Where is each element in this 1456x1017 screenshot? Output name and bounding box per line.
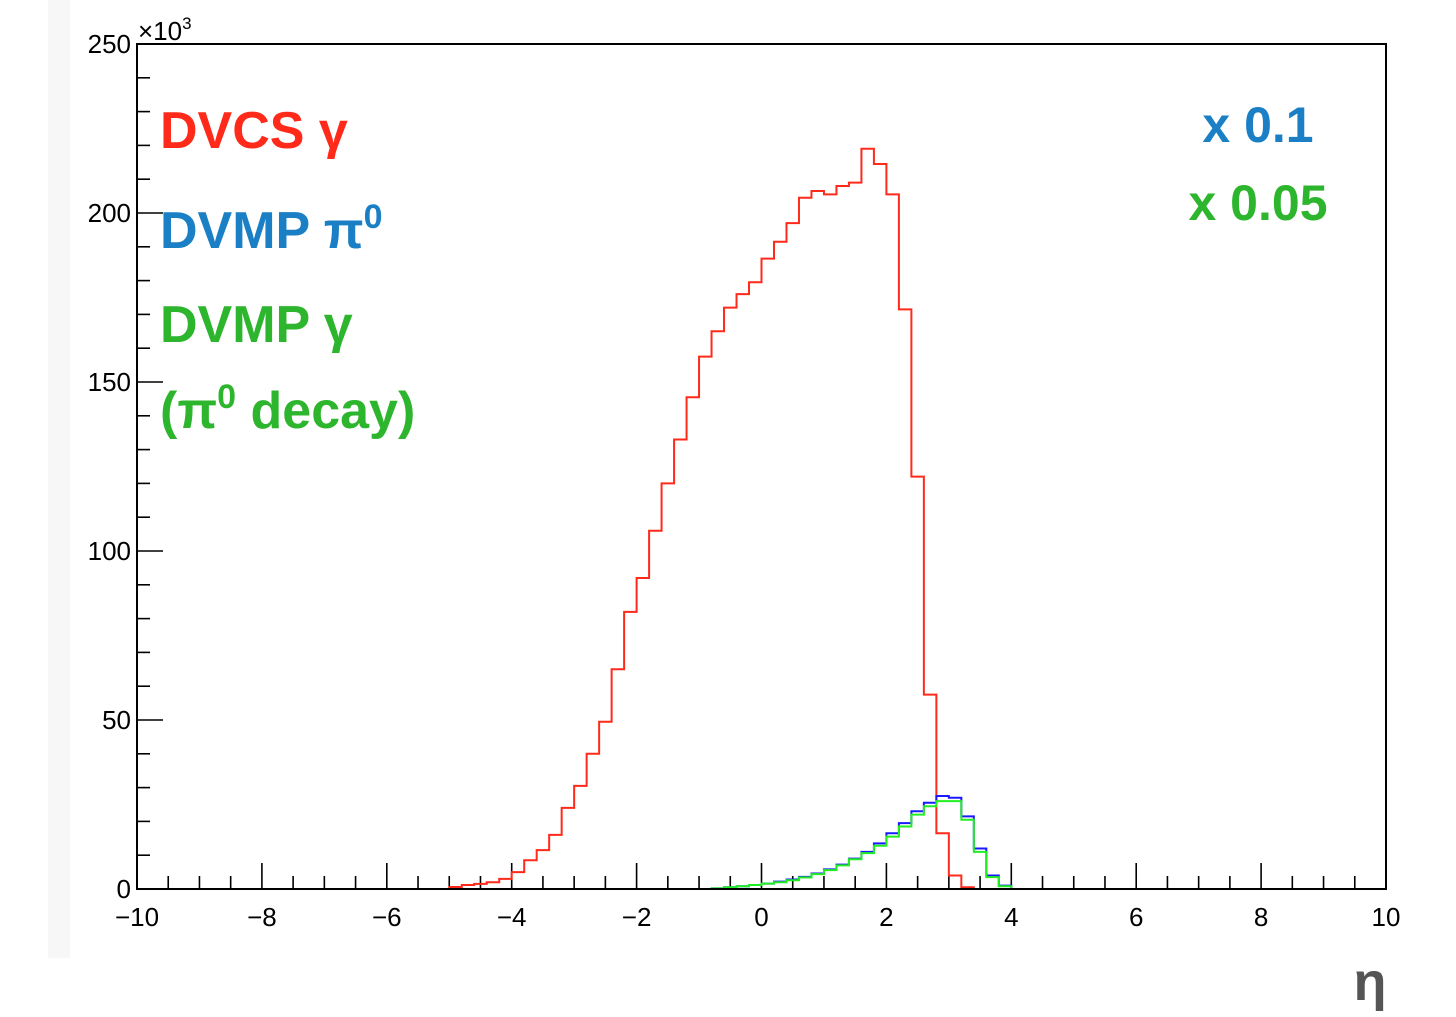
axes: 0 50 100 150 200 250 −10 −8 −6 −4 −2 0 2 4 6 8 10 [88,29,1401,932]
label-pi0-decay: (π0 decay) [160,378,415,440]
series-line [137,147,1386,890]
series-line [137,800,1386,890]
x-tick-label: −6 [372,902,402,932]
x-tick-label: −2 [622,902,652,932]
x-tick-label: 6 [1129,902,1143,932]
y-tick-label: 0 [117,874,131,904]
y-tick-label: 200 [88,198,131,228]
x-tick-label: 0 [754,902,768,932]
scale-label-pi0: x 0.1 [1202,97,1313,153]
x-tick-label: 8 [1254,902,1268,932]
x-tick-label: 2 [879,902,893,932]
label-dvmp-gamma: DVMP γ [160,296,353,354]
x-tick-label: −4 [497,902,527,932]
frame-left-shadow [48,0,70,958]
y-tick-label: 100 [88,536,131,566]
label-dvcs: DVCS γ [160,102,348,160]
label-dvmp-pi0: DVMP π0 [160,198,382,260]
x-tick-label: 4 [1004,902,1018,932]
scale-label-gamma: x 0.05 [1188,175,1327,231]
y-multiplier-label: ×103 [138,14,192,46]
y-tick-label: 150 [88,367,131,397]
y-tick-label: 250 [88,29,131,59]
x-tick-label: −10 [115,902,159,932]
x-tick-label: −8 [247,902,277,932]
plot-frame [136,43,1387,890]
x-tick-label: 10 [1372,902,1401,932]
y-tick-label: 50 [102,705,131,735]
x-axis-title: η [1354,952,1387,1012]
series-lines [137,147,1386,890]
